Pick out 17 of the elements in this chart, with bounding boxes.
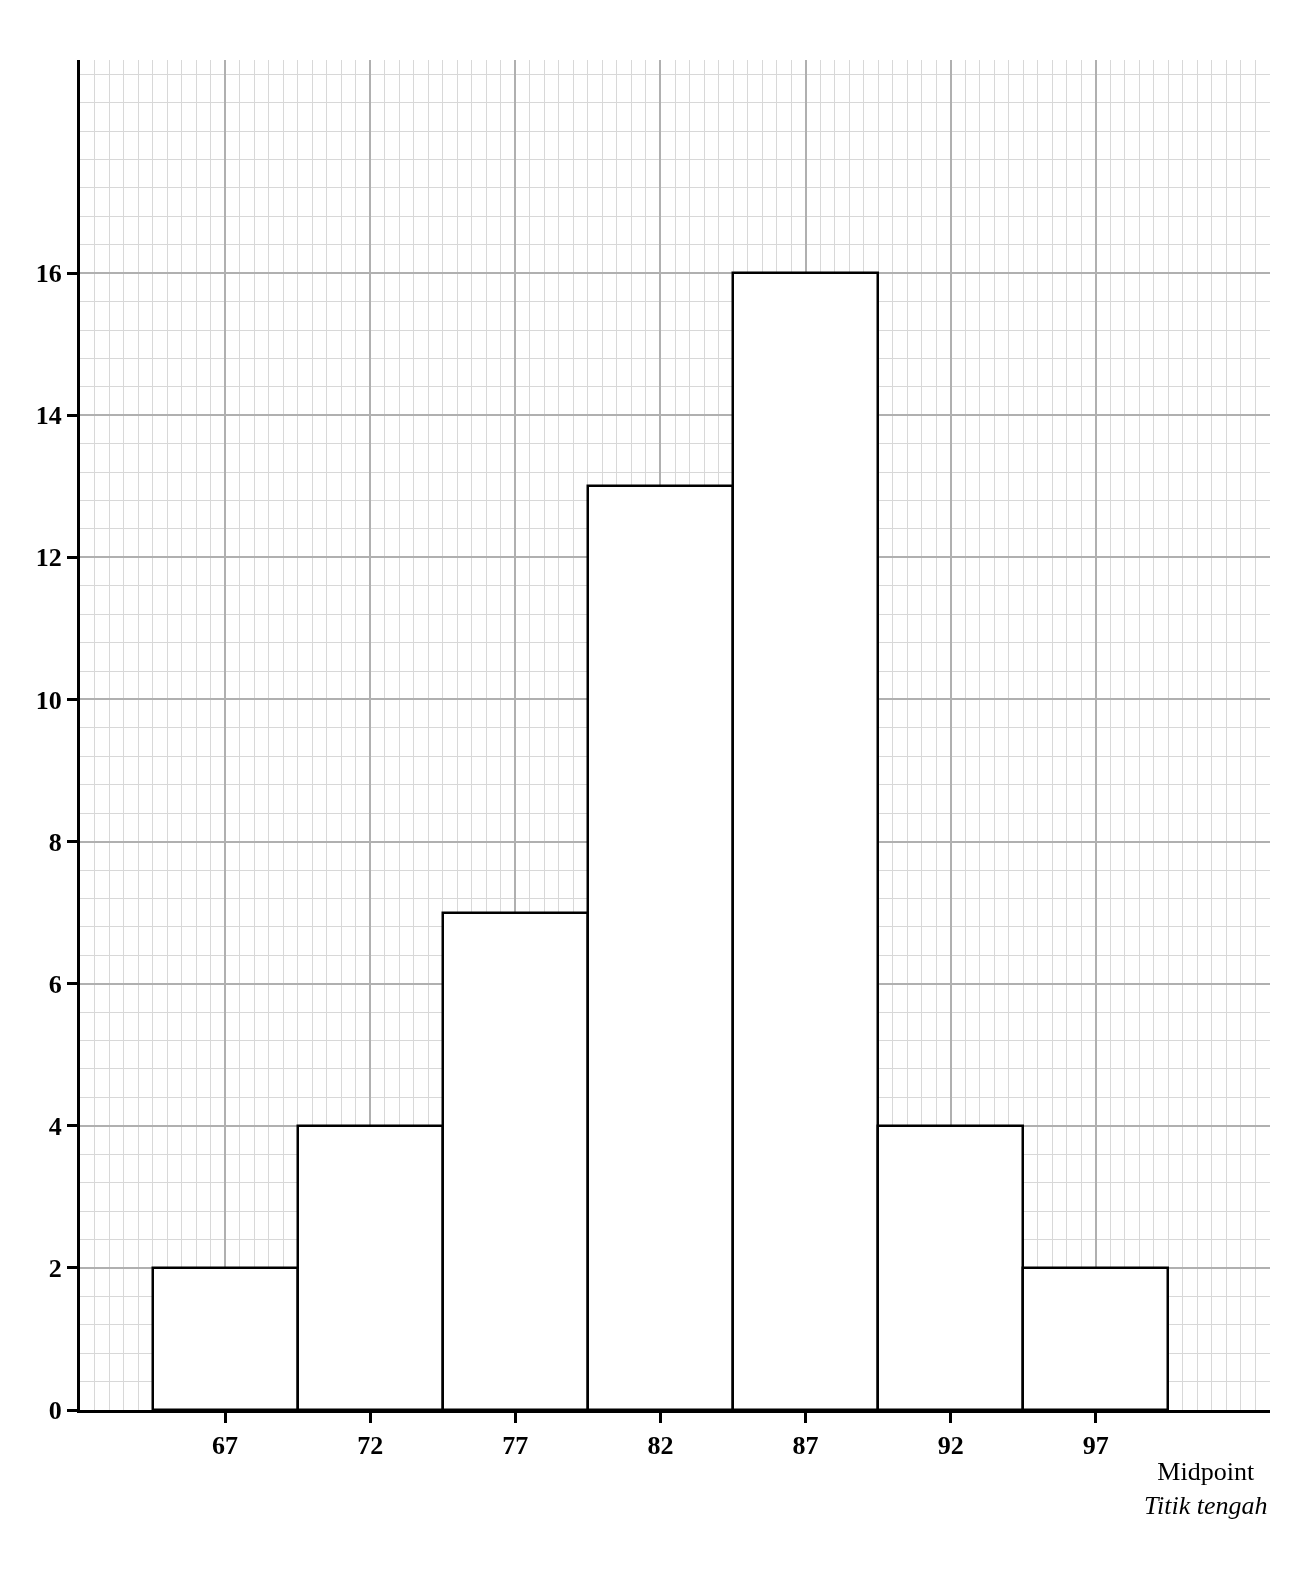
y-tick-label: 0	[48, 1396, 62, 1426]
y-tick-label: 8	[48, 827, 62, 857]
y-tick-label: 10	[35, 685, 62, 715]
y-tick-label: 14	[35, 401, 62, 431]
y-tick-label: 4	[48, 1111, 62, 1141]
y-tick-label: 6	[48, 969, 62, 999]
x-tick-label: 77	[502, 1431, 529, 1461]
x-tick-label: 72	[357, 1431, 384, 1461]
x-tick-label: 97	[1082, 1431, 1109, 1461]
y-tick-label: 2	[48, 1253, 62, 1283]
x-tick-label: 67	[212, 1431, 239, 1461]
x-tick-label: 87	[792, 1431, 819, 1461]
x-tick-label: 92	[937, 1431, 964, 1461]
x-tick-label: 82	[647, 1431, 674, 1461]
y-tick-label: 12	[35, 543, 62, 573]
x-axis-title: Midpoint Titik tengah	[1144, 1457, 1268, 1520]
y-tick-label: 16	[35, 259, 62, 289]
